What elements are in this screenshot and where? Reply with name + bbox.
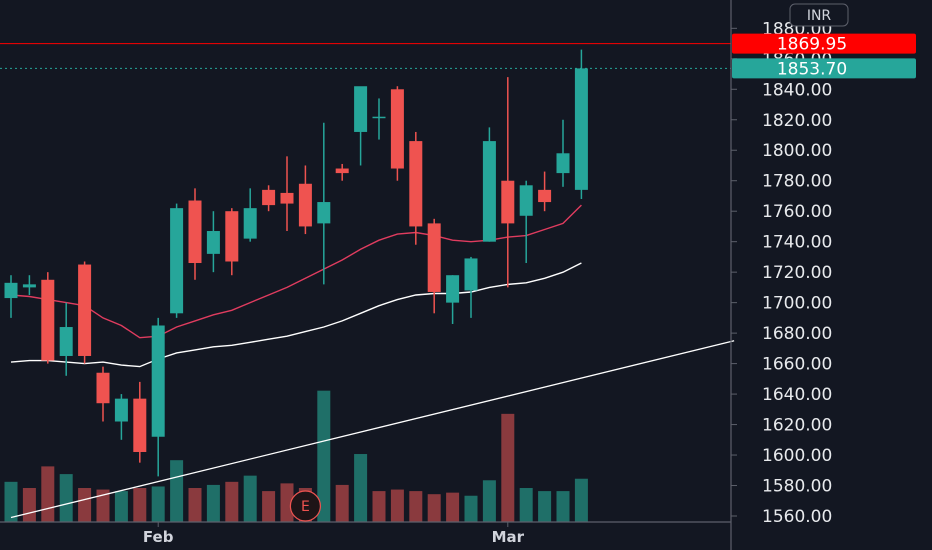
volume-bar (225, 481, 239, 522)
y-tick-label: 1640.00 (762, 385, 832, 405)
candle-body (151, 325, 165, 437)
volume-bar (22, 488, 36, 522)
candle-body (262, 189, 276, 206)
y-tick-label: 1740.00 (762, 233, 832, 253)
candle-body (206, 231, 220, 254)
candle-body (41, 279, 55, 361)
volume-bar (354, 454, 368, 522)
volume-bar (188, 488, 202, 522)
candle-body (4, 282, 18, 299)
candle-body (114, 398, 128, 422)
volume-bar (574, 478, 588, 522)
y-tick-label: 1760.00 (762, 202, 832, 222)
volume-bar (446, 492, 460, 522)
candle-body (501, 180, 515, 224)
y-tick-label: 1700.00 (762, 294, 832, 314)
last-price-label-bg (732, 58, 916, 79)
event-marker-circle (289, 490, 321, 522)
volume-bar (280, 483, 294, 522)
candle-body (427, 223, 441, 292)
high-price-label-bg (732, 33, 916, 54)
candle-body (243, 208, 257, 239)
volume-bar (317, 390, 331, 522)
candle-body (280, 192, 294, 204)
volume-bar (96, 489, 110, 522)
candle-body (78, 264, 92, 356)
x-tick-label: Feb (143, 528, 174, 546)
volume-bar (41, 466, 55, 522)
candle-body (335, 168, 349, 174)
candle-body (170, 208, 184, 314)
trendline (10, 340, 735, 519)
candle-body (298, 183, 312, 227)
candle-body (354, 86, 368, 132)
y-tick-label: 1720.00 (762, 263, 832, 283)
candle-body (464, 258, 478, 291)
event-marker-label: E (301, 499, 310, 515)
y-tick-label: 1820.00 (762, 111, 832, 131)
candle-body (133, 398, 147, 452)
volume-bar (114, 491, 128, 522)
volume-bar (243, 475, 257, 522)
price-labels: 1869.95 1853.70 (732, 33, 916, 79)
volume-bar (170, 460, 184, 522)
candles (4, 49, 588, 477)
volume-bar (390, 489, 404, 522)
candle-body (225, 211, 239, 262)
x-tick-label: Mar (492, 528, 525, 546)
currency-label: INR (807, 8, 832, 24)
candle-body (482, 141, 496, 242)
volume-bar (262, 491, 276, 522)
volume-bar (206, 484, 220, 522)
candle-body (446, 275, 460, 303)
volume-bar (151, 486, 165, 522)
volume-bar (482, 480, 496, 522)
candle-body (390, 89, 404, 169)
candle-body (574, 68, 588, 190)
currency-button[interactable]: INR (789, 3, 849, 27)
y-tick-label: 1780.00 (762, 172, 832, 192)
volume-bar (464, 495, 478, 522)
volume-bar (501, 413, 515, 522)
candle-body (519, 185, 533, 216)
volume-bar (538, 491, 552, 522)
candle-body (59, 327, 73, 356)
volume-bar (427, 494, 441, 522)
y-tick-label: 1620.00 (762, 416, 832, 436)
volume-bar (372, 491, 386, 522)
volume-bar (4, 481, 18, 522)
moving-average-long (10, 262, 582, 368)
candle-body (22, 284, 36, 288)
high-price-label-text: 1869.95 (777, 35, 847, 55)
event-marker[interactable]: E (289, 490, 321, 522)
volume-bar (78, 488, 92, 522)
last-price-label-text: 1853.70 (777, 59, 847, 79)
candle-body (372, 116, 386, 119)
y-tick-label: 1580.00 (762, 477, 832, 497)
volume-bar (409, 491, 423, 522)
candle-body (556, 153, 570, 174)
candle-body (538, 189, 552, 203)
volume-bar (59, 474, 73, 522)
candle-body (317, 202, 331, 224)
candle-body (96, 372, 110, 404)
volume-bars (4, 390, 588, 522)
volume-bar (133, 488, 147, 522)
time-axis[interactable]: Feb Mar (143, 522, 525, 546)
y-tick-label: 1560.00 (762, 507, 832, 527)
candle-body (188, 200, 202, 264)
volume-bar (519, 488, 533, 522)
candle-body (409, 141, 423, 227)
y-tick-label: 1800.00 (762, 141, 832, 161)
volume-bar (335, 484, 349, 522)
y-tick-label: 1600.00 (762, 446, 832, 466)
trendline-layer (10, 340, 735, 519)
volume-bar (556, 491, 570, 522)
price-lines (0, 43, 731, 69)
y-tick-label: 1840.00 (762, 80, 832, 100)
y-tick-label: 1680.00 (762, 324, 832, 344)
y-tick-label: 1660.00 (762, 355, 832, 375)
